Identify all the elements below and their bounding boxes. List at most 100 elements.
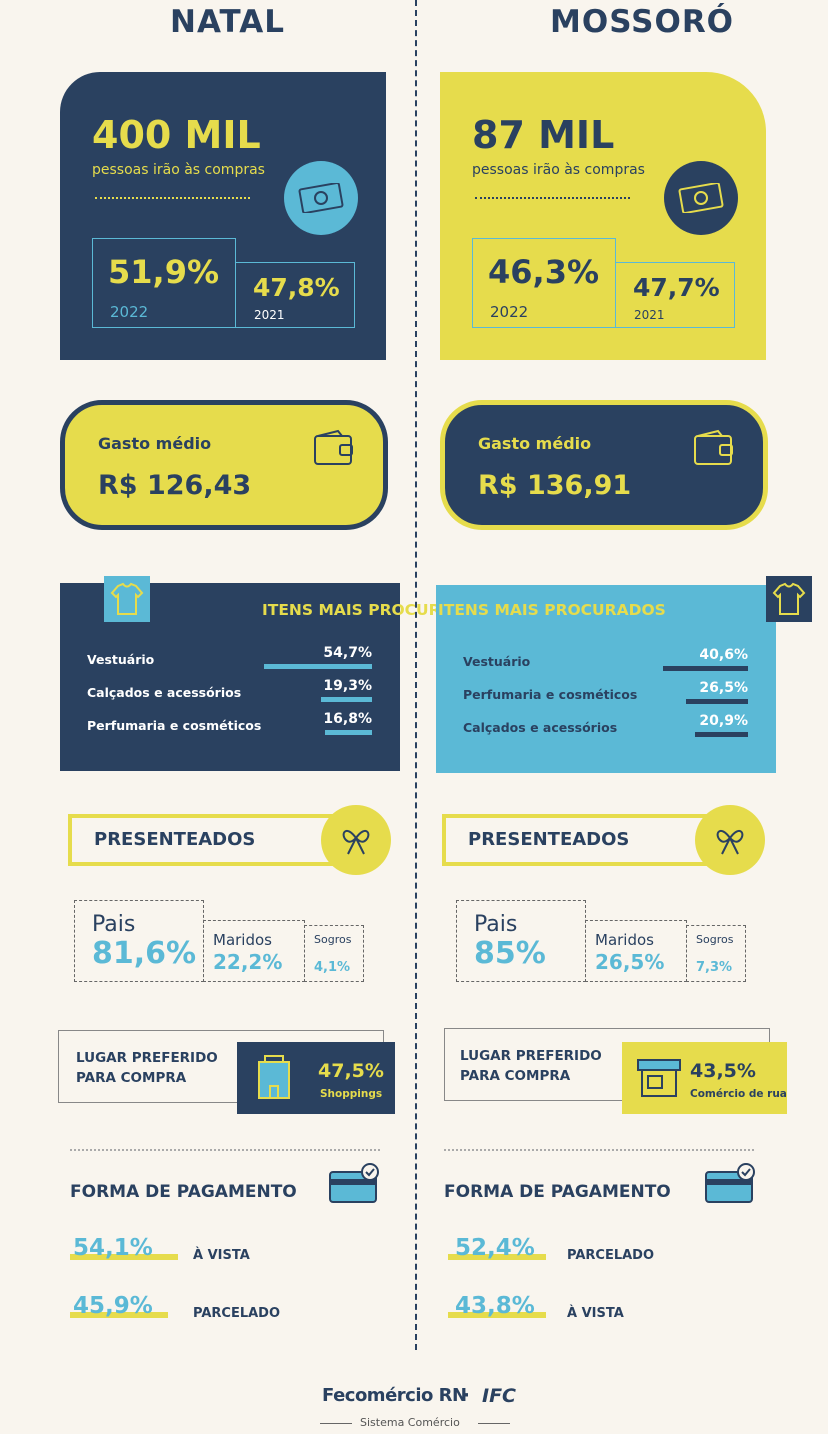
card-icon <box>704 1162 758 1206</box>
column-divider <box>415 0 417 1350</box>
card-icon-svg <box>329 1163 379 1203</box>
card-icon-svg <box>705 1163 755 1203</box>
value-highlight <box>70 1312 168 1318</box>
building-icon <box>249 1052 299 1102</box>
caption: pessoas irão às compras <box>92 162 265 179</box>
ribbon-icon <box>712 822 748 858</box>
recipient-name: Maridos <box>213 930 272 949</box>
item-name: Calçados e acessórios <box>463 720 618 736</box>
item-name: Perfumaria e cosméticos <box>463 687 638 703</box>
item-bar <box>321 697 372 702</box>
building-icon-svg <box>258 1055 290 1099</box>
recipient-box <box>686 925 746 982</box>
item-bar <box>685 699 748 704</box>
item-value: 54,7% <box>323 645 372 662</box>
previous-box <box>615 262 735 328</box>
item-value: 19,3% <box>323 678 372 695</box>
payment-method: À VISTA <box>567 1305 624 1321</box>
place-name: Comércio de rua <box>690 1088 787 1101</box>
current-value: 51,9% <box>108 253 220 292</box>
recipient-name: Sogros <box>314 932 352 946</box>
current-year: 2022 <box>110 302 149 321</box>
recipients-title: PRESENTEADOS <box>94 829 256 851</box>
recipient-box <box>304 925 364 982</box>
recipient-value: 26,5% <box>595 950 665 974</box>
payment-method: À VISTA <box>193 1247 250 1263</box>
items-title: ITENS MAIS PROCURADOS <box>438 601 666 620</box>
place-highlight <box>622 1042 787 1114</box>
previous-box <box>235 262 355 328</box>
wallet-icon <box>692 428 736 468</box>
footer-separator: · <box>463 1385 470 1407</box>
place-value: 47,5% <box>318 1059 384 1082</box>
recipient-name: Sogros <box>696 932 734 946</box>
dotted-rule <box>95 197 250 199</box>
money-icon-svg <box>678 182 724 214</box>
city-title: MOSSORÓ <box>550 3 735 40</box>
spending-label: Gasto médio <box>478 434 592 454</box>
ribbon-icon-svg <box>716 829 744 855</box>
shirt-icon-svg <box>104 576 150 622</box>
item-value: 40,6% <box>699 647 748 664</box>
item-value: 26,5% <box>699 680 748 697</box>
payment-value: 43,8% <box>455 1293 535 1320</box>
items-title: ITENS MAIS PROCURADOS <box>262 601 490 620</box>
recipient-value: 22,2% <box>213 950 283 974</box>
recipient-value: 4,1% <box>314 960 351 976</box>
tagline-rule <box>320 1423 352 1424</box>
money-icon <box>678 182 724 214</box>
payment-method: PARCELADO <box>193 1305 281 1321</box>
recipient-value: 7,3% <box>696 960 733 976</box>
money-icon <box>298 182 344 214</box>
money-icon-svg <box>298 182 344 214</box>
place-title: LUGAR PREFERIDO <box>460 1047 602 1064</box>
wallet-icon <box>312 428 356 468</box>
payment-value: 54,1% <box>73 1235 153 1262</box>
shirt-icon-svg <box>766 576 812 622</box>
current-value: 46,3% <box>488 253 600 292</box>
shop-icon-svg <box>637 1059 681 1097</box>
place-value: 43,5% <box>690 1059 756 1082</box>
caption: pessoas irão às compras <box>472 162 645 179</box>
previous-year: 2021 <box>254 308 285 323</box>
recipient-name: Pais <box>474 911 518 937</box>
value-highlight <box>448 1254 546 1260</box>
footer-partner: IFC <box>482 1384 516 1407</box>
item-bar <box>264 664 372 669</box>
previous-year: 2021 <box>634 308 665 323</box>
recipient-name: Pais <box>92 911 136 937</box>
value-highlight <box>70 1254 178 1260</box>
items-card <box>436 585 776 773</box>
item-bar <box>325 730 372 735</box>
item-value: 20,9% <box>699 713 748 730</box>
shirt-icon <box>104 576 150 622</box>
item-value: 16,8% <box>323 711 372 728</box>
shop-icon <box>634 1052 684 1102</box>
item-name: Calçados e acessórios <box>87 685 242 701</box>
item-bar <box>694 732 748 737</box>
current-year: 2022 <box>490 302 529 321</box>
dotted-rule <box>70 1149 380 1151</box>
tagline-rule <box>478 1423 510 1424</box>
ribbon-icon <box>338 822 374 858</box>
recipients-title: PRESENTEADOS <box>468 829 630 851</box>
headline: 87 MIL <box>472 113 615 158</box>
money-circle <box>284 161 358 235</box>
recipient-value: 85% <box>474 935 546 971</box>
footer-brand: Fecomércio RN <box>322 1385 467 1407</box>
recipient-name: Maridos <box>595 930 654 949</box>
value-highlight <box>448 1312 546 1318</box>
headline: 400 MIL <box>92 113 261 158</box>
payment-value: 52,4% <box>455 1235 535 1262</box>
spending-value: R$ 136,91 <box>478 470 632 502</box>
ribbon-icon-svg <box>342 829 370 855</box>
place-title: PARA COMPRA <box>76 1069 187 1086</box>
footer-tagline: Sistema Comércio <box>360 1415 460 1429</box>
previous-value: 47,7% <box>633 273 720 303</box>
payment-title: FORMA DE PAGAMENTO <box>444 1181 671 1202</box>
wallet-icon-svg <box>314 429 353 465</box>
spending-label: Gasto médio <box>98 434 212 454</box>
dotted-rule <box>475 197 630 199</box>
card-icon <box>328 1162 382 1206</box>
